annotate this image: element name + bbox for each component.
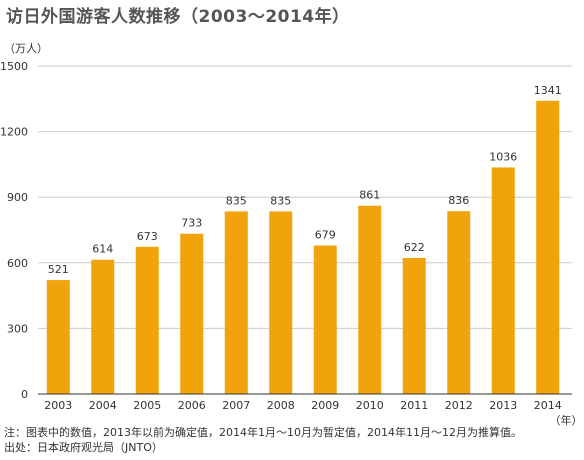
x-tick-label: 2013	[489, 399, 517, 412]
bar	[491, 167, 515, 394]
data-label: 835	[226, 194, 247, 207]
x-tick-label: 2014	[534, 399, 562, 412]
data-label: 679	[315, 229, 336, 242]
data-label: 614	[92, 243, 113, 256]
bar	[269, 211, 293, 394]
chart-title: 访日外国游客人数推移（2003～2014年）	[6, 7, 350, 27]
x-tick-label: 2012	[445, 399, 473, 412]
y-tick-label: 600	[7, 257, 28, 270]
y-tick-label: 900	[7, 191, 28, 204]
x-tick-label: 2003	[44, 399, 72, 412]
data-label: 1341	[534, 84, 562, 97]
source-line: 出处：日本政府观光局（JNTO）	[4, 441, 163, 454]
data-label: 622	[404, 241, 425, 254]
bar	[224, 211, 248, 394]
x-tick-label: 2010	[356, 399, 384, 412]
bar	[402, 257, 426, 394]
bar	[313, 245, 337, 394]
bar	[46, 280, 70, 394]
data-label: 673	[137, 230, 158, 243]
data-label: 861	[359, 189, 380, 202]
chart-notes: 注：图表中的数值，2013年以前为确定值，2014年1月～10月为暂定值，201…	[4, 425, 522, 455]
y-tick-label: 0	[21, 388, 28, 401]
data-label: 733	[181, 217, 202, 230]
note-line: 注：图表中的数值，2013年以前为确定值，2014年1月～10月为暂定值，201…	[4, 426, 522, 439]
data-label: 836	[448, 194, 469, 207]
x-tick-label: 2004	[89, 399, 117, 412]
bar	[358, 205, 382, 394]
data-label: 521	[48, 263, 69, 276]
bar	[135, 246, 159, 394]
bar	[180, 233, 204, 394]
y-tick-label: 1500	[0, 60, 28, 73]
bar	[91, 259, 115, 394]
x-tick-label: 2007	[222, 399, 250, 412]
x-tick-label: 2005	[133, 399, 161, 412]
y-tick-label: 300	[7, 322, 28, 335]
x-axis-unit-label: （年）	[550, 413, 583, 427]
y-tick-label: 1200	[0, 126, 28, 139]
data-label: 1036	[489, 150, 517, 163]
bar	[536, 100, 560, 394]
bar	[447, 211, 471, 394]
y-axis-unit-label: （万人）	[4, 42, 48, 55]
x-tick-label: 2009	[311, 399, 339, 412]
x-tick-label: 2008	[267, 399, 295, 412]
x-tick-label: 2011	[400, 399, 428, 412]
x-tick-label: 2006	[178, 399, 206, 412]
data-label: 835	[270, 194, 291, 207]
